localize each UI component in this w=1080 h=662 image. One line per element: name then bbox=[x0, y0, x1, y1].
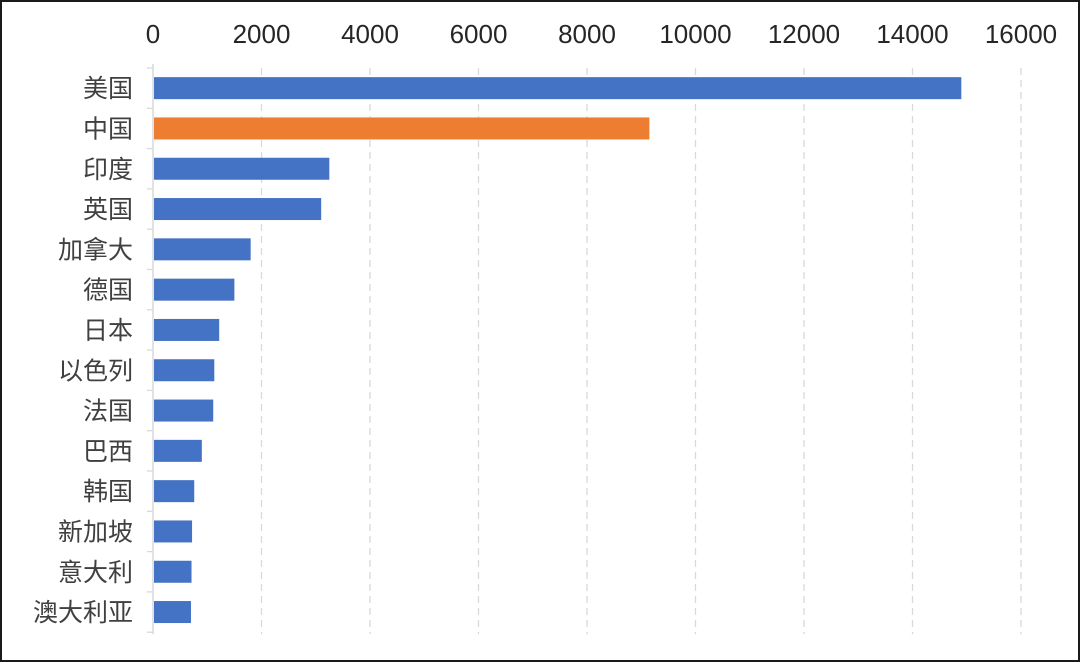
bar bbox=[154, 359, 215, 382]
category-label: 韩国 bbox=[83, 477, 133, 506]
category-label: 巴西 bbox=[83, 437, 133, 466]
bar bbox=[154, 560, 192, 583]
bar bbox=[154, 157, 330, 180]
bar bbox=[154, 117, 650, 140]
bar bbox=[154, 238, 251, 261]
x-tick-label: 8000 bbox=[558, 19, 616, 49]
x-tick-label: 0 bbox=[146, 19, 160, 49]
category-label: 意大利 bbox=[58, 558, 133, 587]
grid-lines bbox=[147, 67, 1022, 635]
category-label: 加拿大 bbox=[58, 235, 133, 264]
category-label: 印度 bbox=[83, 155, 133, 184]
category-label: 澳大利亚 bbox=[33, 598, 133, 627]
category-label: 新加坡 bbox=[58, 517, 133, 546]
category-label: 德国 bbox=[83, 276, 133, 305]
x-tick-label: 16000 bbox=[985, 19, 1057, 49]
bar bbox=[154, 601, 191, 624]
bar bbox=[154, 318, 220, 341]
category-label: 以色列 bbox=[58, 356, 133, 385]
bar bbox=[154, 198, 322, 221]
bar bbox=[154, 399, 214, 422]
bar bbox=[154, 77, 962, 100]
category-label: 日本 bbox=[83, 316, 133, 345]
x-tick-label: 10000 bbox=[659, 19, 731, 49]
bar bbox=[154, 520, 193, 543]
x-tick-label: 14000 bbox=[876, 19, 948, 49]
bar bbox=[154, 480, 195, 503]
bar bbox=[154, 439, 202, 462]
x-tick-label: 4000 bbox=[341, 19, 399, 49]
category-label: 法国 bbox=[83, 397, 133, 426]
category-label: 中国 bbox=[83, 114, 133, 143]
bar bbox=[154, 278, 235, 301]
x-tick-label: 6000 bbox=[450, 19, 508, 49]
category-label: 英国 bbox=[83, 195, 133, 224]
x-axis-ticks: 0 2000 4000 6000 8000 10000 12000 14000 16000 bbox=[146, 19, 1057, 49]
category-label: 美国 bbox=[83, 74, 133, 103]
x-tick-label: 12000 bbox=[768, 19, 840, 49]
bars bbox=[154, 77, 962, 624]
x-tick-label: 2000 bbox=[233, 19, 291, 49]
